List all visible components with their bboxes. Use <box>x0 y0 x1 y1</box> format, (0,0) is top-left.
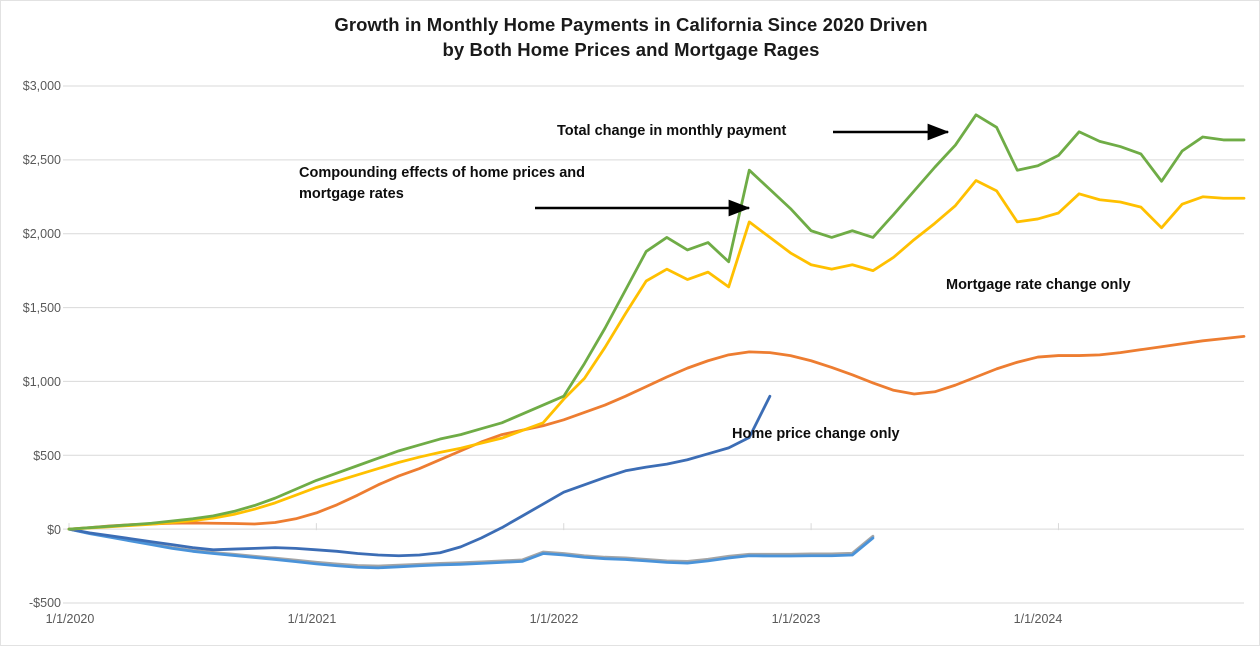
y-tick-label-0: $0 <box>47 523 61 537</box>
y-tick-label-500: $500 <box>33 449 61 463</box>
series-lines <box>67 113 1246 570</box>
series-line-mortgage-rate-change-only <box>67 179 1246 531</box>
chart-title-line-1: Growth in Monthly Home Payments in Calif… <box>334 14 928 35</box>
gridlines <box>63 85 1244 604</box>
series-line-total-change-in-monthly-payment <box>67 113 1246 531</box>
x-tick-label-2024: 1/1/2024 <box>1013 612 1063 626</box>
series-line-home-price-change-only <box>67 334 1246 531</box>
series-line-light-blue-partial-series <box>67 527 875 570</box>
x-tick-label-2023: 1/1/2023 <box>771 612 821 626</box>
y-tick-label-2000: $2,000 <box>22 227 61 241</box>
chart-title: Growth in Monthly Home Payments in Calif… <box>231 13 1031 63</box>
y-tick-label-1000: $1,000 <box>22 375 61 389</box>
annotation-mortgage-rate-only: Mortgage rate change only <box>946 277 1131 293</box>
x-tick-label-2020: 1/1/2020 <box>45 612 95 626</box>
y-tick-label-2500: $2,500 <box>22 153 61 167</box>
x-axis-tick-marks <box>68 523 1059 531</box>
chart-title-line-2: by Both Home Prices and Mortgage Rages <box>442 38 820 60</box>
x-tick-label-2021: 1/1/2021 <box>287 612 337 626</box>
annotation-compounding-effects: Compounding effects of home prices and m… <box>299 165 585 203</box>
annotation-home-price-only: Home price change only <box>732 426 900 442</box>
annotation-total-change: Total change in monthly payment <box>557 123 787 139</box>
series-line-dark-blue-partial-series <box>67 394 772 558</box>
annotation-arrows <box>535 123 950 217</box>
y-tick-label-neg500: -$500 <box>29 596 61 610</box>
x-tick-label-2022: 1/1/2022 <box>529 612 579 626</box>
y-tick-label-3000: $3,000 <box>22 79 61 93</box>
y-tick-label-1500: $1,500 <box>22 301 61 315</box>
